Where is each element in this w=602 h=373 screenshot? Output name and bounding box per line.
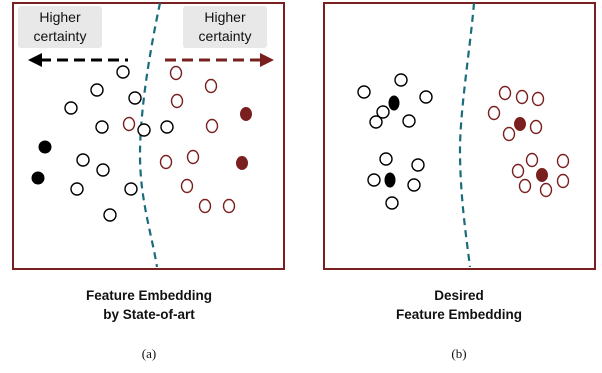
panel-b-caption-line1: Desired — [434, 288, 484, 303]
arrow-right-head — [260, 53, 274, 67]
point — [64, 101, 78, 115]
panel-b-caption-line2: Feature Embedding — [396, 307, 522, 322]
point — [514, 117, 526, 131]
panel-a-sublabel: (a) — [142, 346, 156, 361]
arrow-left-head — [28, 53, 42, 67]
point — [124, 182, 138, 196]
point — [103, 208, 117, 222]
point — [369, 115, 383, 129]
panel-a-black-points — [31, 65, 174, 222]
point — [498, 85, 512, 101]
point — [236, 156, 248, 170]
panel-a-caption-line1: Feature Embedding — [86, 288, 212, 303]
point — [116, 65, 130, 79]
panel-b: Desired Feature Embedding (b) — [323, 2, 596, 361]
point — [515, 89, 529, 105]
point — [38, 140, 52, 154]
point — [204, 78, 218, 94]
point — [96, 163, 110, 177]
point — [95, 120, 109, 134]
point — [376, 105, 390, 119]
point — [180, 178, 194, 194]
point — [205, 118, 219, 134]
callout-left-box — [18, 6, 102, 48]
point — [122, 116, 136, 132]
panel-b-decision-boundary — [458, 2, 476, 268]
panel-a-red-points — [122, 65, 252, 214]
callout-left-line2: certainty — [34, 28, 87, 44]
point — [407, 178, 421, 192]
point — [511, 163, 525, 179]
panel-a: Higher certainty Higher certainty — [12, 2, 285, 361]
point — [240, 107, 252, 121]
point — [539, 182, 553, 198]
point — [198, 198, 212, 214]
point — [384, 172, 396, 188]
point — [159, 154, 173, 170]
point — [518, 178, 532, 194]
point — [419, 90, 433, 104]
point — [170, 93, 184, 109]
point — [502, 126, 516, 142]
point — [394, 73, 408, 87]
panel-a-caption-line2: by State-of-art — [103, 307, 195, 322]
point — [128, 91, 142, 105]
point — [536, 168, 548, 182]
point — [31, 171, 45, 185]
point — [357, 85, 371, 99]
point — [531, 91, 545, 107]
panel-b-sublabel: (b) — [451, 346, 466, 361]
panel-a-decision-boundary — [138, 2, 162, 268]
callout-right-line1: Higher — [204, 9, 246, 25]
point — [487, 105, 501, 121]
point — [379, 152, 393, 166]
point — [529, 119, 543, 135]
point — [556, 153, 570, 169]
point — [186, 149, 200, 165]
point — [367, 173, 381, 187]
point — [169, 65, 183, 81]
callout-left-line1: Higher — [39, 9, 81, 25]
point — [70, 182, 84, 196]
callout-right-line2: certainty — [199, 28, 252, 44]
point — [385, 196, 399, 210]
point — [402, 114, 416, 128]
point — [411, 158, 425, 172]
point — [525, 152, 539, 168]
point — [137, 123, 151, 137]
panel-b-red-points — [487, 85, 570, 198]
point — [556, 173, 570, 189]
point — [90, 83, 104, 97]
point — [388, 95, 400, 111]
point — [160, 120, 174, 134]
point — [76, 153, 90, 167]
point — [222, 198, 236, 214]
callout-right-box — [183, 6, 267, 48]
panel-b-black-points — [357, 73, 433, 210]
